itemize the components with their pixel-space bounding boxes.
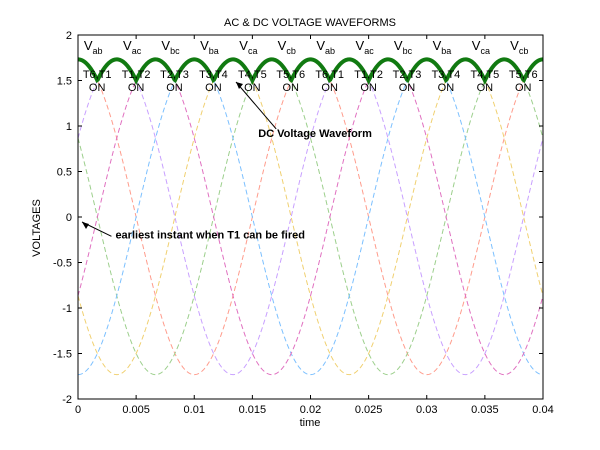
x-axis-label: time <box>300 417 321 429</box>
thyristor-pair-label: T5,T6 <box>276 69 305 81</box>
y-tick-label: -2 <box>62 394 72 406</box>
ac-series-4 <box>77 58 544 376</box>
voltage-label: Vbc <box>394 38 413 56</box>
voltage-label: Vba <box>433 38 452 56</box>
thyristor-state-label: ON <box>89 82 106 94</box>
thyristor-state-label: ON <box>128 82 145 94</box>
thyristor-state-label: ON <box>438 82 455 94</box>
chart-title: AC & DC VOLTAGE WAVEFORMS <box>224 17 396 29</box>
fire-instant-annotation: earliest instant when T1 can be fired <box>115 229 305 241</box>
ac-series-2 <box>77 58 544 376</box>
y-tick-label: 2 <box>66 30 72 42</box>
voltage-label: Vbc <box>161 38 180 56</box>
thyristor-pair-label: T5,T6 <box>509 69 538 81</box>
thyristor-state-label: ON <box>205 82 222 94</box>
x-tick-label: 0.03 <box>416 404 437 416</box>
voltage-label: Vac <box>356 38 375 56</box>
waveform-labels: Vab Vac Vbc Vba Vca Vcb Vab Vac Vbc Vba Vca Vcb T6,T… <box>83 38 538 94</box>
thyristor-pair-label: T6,T1 <box>315 69 344 81</box>
y-tick-label: 0 <box>66 212 72 224</box>
voltage-label: Vca <box>472 38 490 56</box>
voltage-label: Vca <box>239 38 257 56</box>
thyristor-state-label: ON <box>515 82 532 94</box>
x-tick-label: 0.015 <box>239 404 267 416</box>
axis-ticks: 0 0.005 0.01 0.015 0.02 0.025 0.03 0.035 0.04 -2 -… <box>53 30 554 416</box>
thyristor-pair-label: T4,T5 <box>238 69 267 81</box>
thyristor-state-label: ON <box>166 82 183 94</box>
x-tick-label: 0 <box>75 404 81 416</box>
annotations: DC Voltage Waveform earliest instant when… <box>81 81 372 241</box>
thyristor-pair-label: T1,T2 <box>354 69 383 81</box>
thyristor-state-label: ON <box>244 82 261 94</box>
thyristor-pair-label: T3,T4 <box>199 69 228 81</box>
thyristor-pair-label: T2,T3 <box>393 69 422 81</box>
ac-series-5 <box>77 58 544 376</box>
x-tick-label: 0.035 <box>471 404 499 416</box>
y-tick-label: -0.5 <box>53 258 72 270</box>
dc-waveform-line <box>77 57 544 86</box>
y-axis-label: VOLTAGES <box>31 199 43 257</box>
thyristor-state-label: ON <box>399 82 416 94</box>
thyristor-state-label: ON <box>360 82 377 94</box>
thyristor-state-label: ON <box>321 82 338 94</box>
y-tick-label: 1 <box>66 121 72 133</box>
x-tick-label: 0.025 <box>355 404 383 416</box>
ac-series-3 <box>77 58 544 376</box>
dc-annotation-arrowhead <box>236 82 243 89</box>
x-tick-label: 0.02 <box>300 404 321 416</box>
dc-waveform-group <box>77 57 544 86</box>
ac-series-6 <box>77 58 544 376</box>
thyristor-pair-label: T6,T1 <box>83 69 112 81</box>
x-tick-label: 0.005 <box>122 404 150 416</box>
plot-frame <box>77 34 544 400</box>
voltage-label: Vab <box>84 38 103 56</box>
ac-series-group <box>77 58 544 376</box>
y-tick-label: 1.5 <box>57 76 72 88</box>
ac-series-1 <box>77 58 544 376</box>
y-tick-label: -1.5 <box>53 349 72 361</box>
y-tick-label: -1 <box>62 303 72 315</box>
dc-waveform-annotation: DC Voltage Waveform <box>258 128 372 140</box>
voltage-label: Vba <box>200 38 219 56</box>
x-tick-label: 0.01 <box>184 404 205 416</box>
y-tick-label: 0.5 <box>57 167 72 179</box>
fire-annotation-arrowhead <box>82 222 89 229</box>
thyristor-pair-label: T1,T2 <box>122 69 151 81</box>
thyristor-state-label: ON <box>477 82 494 94</box>
thyristor-pair-label: T4,T5 <box>471 69 500 81</box>
x-tick-label: 0.04 <box>532 404 553 416</box>
thyristor-pair-label: T2,T3 <box>160 69 189 81</box>
thyristor-state-label: ON <box>282 82 299 94</box>
thyristor-pair-label: T3,T4 <box>432 69 461 81</box>
voltage-label: Vab <box>316 38 335 56</box>
voltage-label: Vcb <box>278 38 296 56</box>
voltage-label: Vac <box>123 38 142 56</box>
voltage-label: Vcb <box>510 38 528 56</box>
dc-annotation-arrow <box>235 81 277 130</box>
